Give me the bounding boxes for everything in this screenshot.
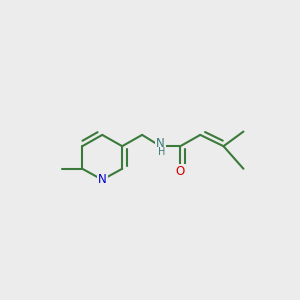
Text: H: H bbox=[158, 147, 166, 157]
Text: N: N bbox=[98, 173, 106, 186]
Text: N: N bbox=[156, 137, 165, 150]
Text: O: O bbox=[176, 165, 185, 178]
